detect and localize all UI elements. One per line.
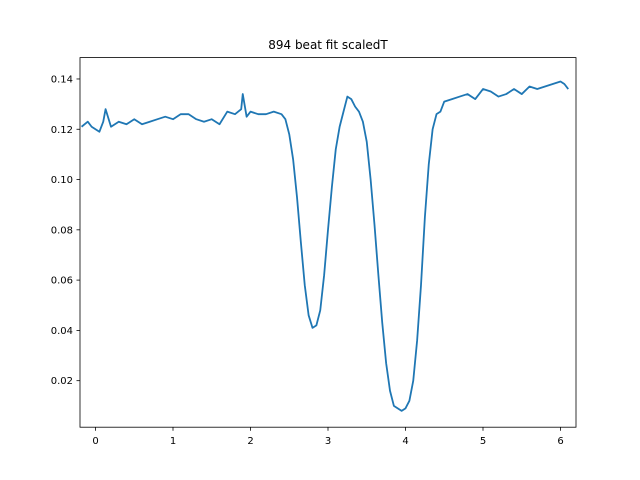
x-tick-label: 5 — [480, 436, 486, 447]
x-tick-label: 6 — [557, 436, 563, 447]
x-tick-label: 1 — [170, 436, 176, 447]
x-tick-label: 3 — [325, 436, 331, 447]
series-layer — [80, 80, 569, 412]
y-tick-label: 0.14 — [51, 74, 73, 85]
y-tick-label: 0.12 — [51, 125, 73, 136]
y-tick-label: 0.08 — [51, 225, 73, 236]
x-axis-ticks: 0 1 2 3 4 5 6 — [92, 427, 564, 447]
x-tick-label: 0 — [92, 436, 98, 447]
y-tick-label: 0.04 — [51, 326, 73, 337]
series-line — [80, 80, 569, 412]
chart-title: 894 beat fit scaledT — [268, 38, 388, 52]
x-tick-label: 2 — [247, 436, 253, 447]
y-tick-label: 0.10 — [51, 175, 73, 186]
y-axis-ticks: 0.02 0.04 0.06 0.08 0.10 0.12 0.14 — [51, 74, 80, 387]
y-tick-label: 0.06 — [51, 276, 73, 287]
y-tick-label: 0.02 — [51, 376, 73, 387]
x-tick-label: 4 — [402, 436, 408, 447]
plot-frame — [79, 57, 577, 428]
